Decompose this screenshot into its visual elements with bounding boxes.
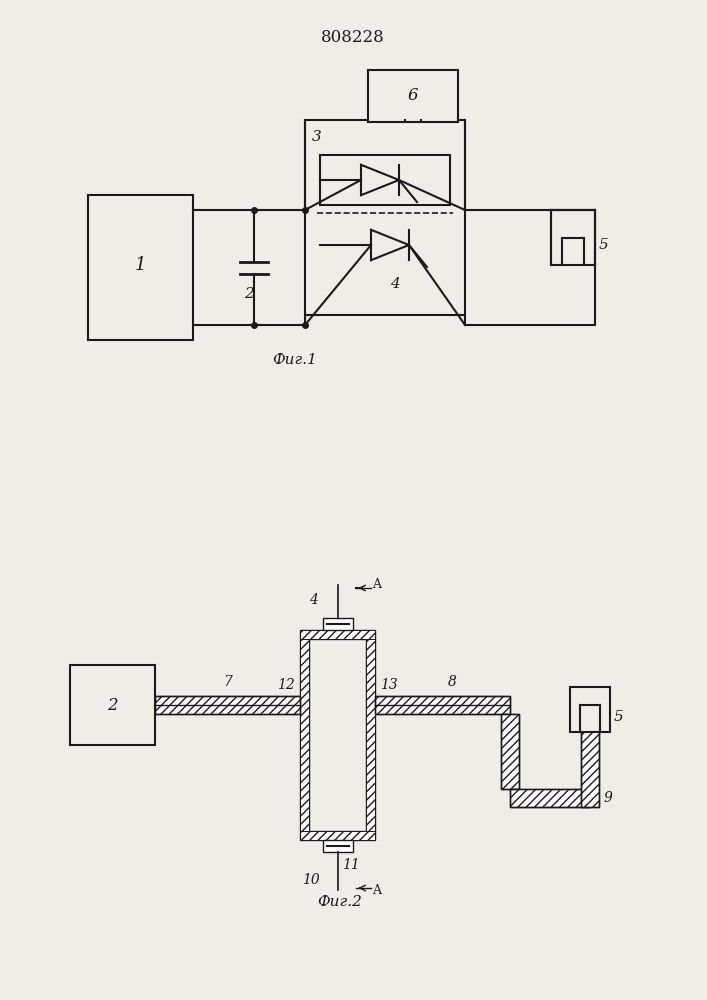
Bar [155,696,300,714]
Bar [70,665,155,745]
Text: 3: 3 [312,130,322,144]
Bar [309,639,366,831]
Text: 5: 5 [599,238,609,252]
Text: A: A [373,578,382,591]
Text: 4: 4 [390,277,400,291]
Text: 2: 2 [107,696,118,714]
Text: 13: 13 [380,678,398,692]
Text: 808228: 808228 [321,28,385,45]
Text: 10: 10 [302,873,320,887]
Bar [375,696,510,714]
Text: A: A [373,884,382,896]
Text: 8: 8 [448,675,457,689]
Bar [375,696,510,714]
Bar [368,70,458,122]
Bar [300,831,375,840]
Bar [322,840,353,852]
Bar [320,155,450,205]
Bar [322,618,353,630]
Bar [510,789,590,807]
Text: Фиг.1: Фиг.1 [273,353,317,367]
Bar [300,639,309,831]
Text: 4: 4 [309,593,317,607]
Bar [510,789,590,807]
Bar [300,630,375,639]
Bar [551,210,595,265]
Bar [570,687,610,732]
Bar [581,727,599,807]
Text: 1: 1 [135,256,146,274]
Text: 5: 5 [614,710,624,724]
Text: Фиг.2: Фиг.2 [317,895,363,909]
Bar [300,630,375,840]
Bar [305,120,465,315]
Bar [501,714,519,789]
Text: 2: 2 [244,288,254,302]
Bar [155,696,300,714]
Text: 12: 12 [277,678,295,692]
Bar [581,727,599,807]
Text: 6: 6 [408,88,419,104]
Text: 11: 11 [342,858,361,872]
Bar [366,639,375,831]
Text: 7: 7 [223,675,232,689]
Text: 9: 9 [604,791,613,805]
Bar [88,195,193,340]
Bar [501,714,519,789]
